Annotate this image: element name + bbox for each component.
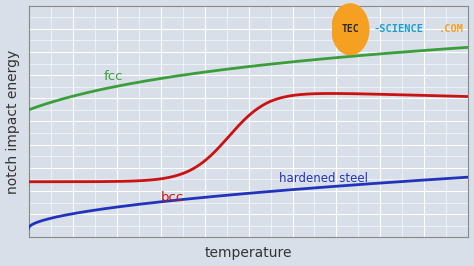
Text: TEC: TEC xyxy=(341,24,359,34)
Text: bcc: bcc xyxy=(161,192,184,205)
Circle shape xyxy=(332,4,369,55)
X-axis label: temperature: temperature xyxy=(205,246,292,260)
Y-axis label: notch impact energy: notch impact energy xyxy=(6,49,19,194)
Text: hardened steel: hardened steel xyxy=(279,172,368,185)
Text: fcc: fcc xyxy=(103,70,123,83)
Text: -SCIENCE: -SCIENCE xyxy=(373,24,423,34)
Text: .COM: .COM xyxy=(439,24,464,34)
